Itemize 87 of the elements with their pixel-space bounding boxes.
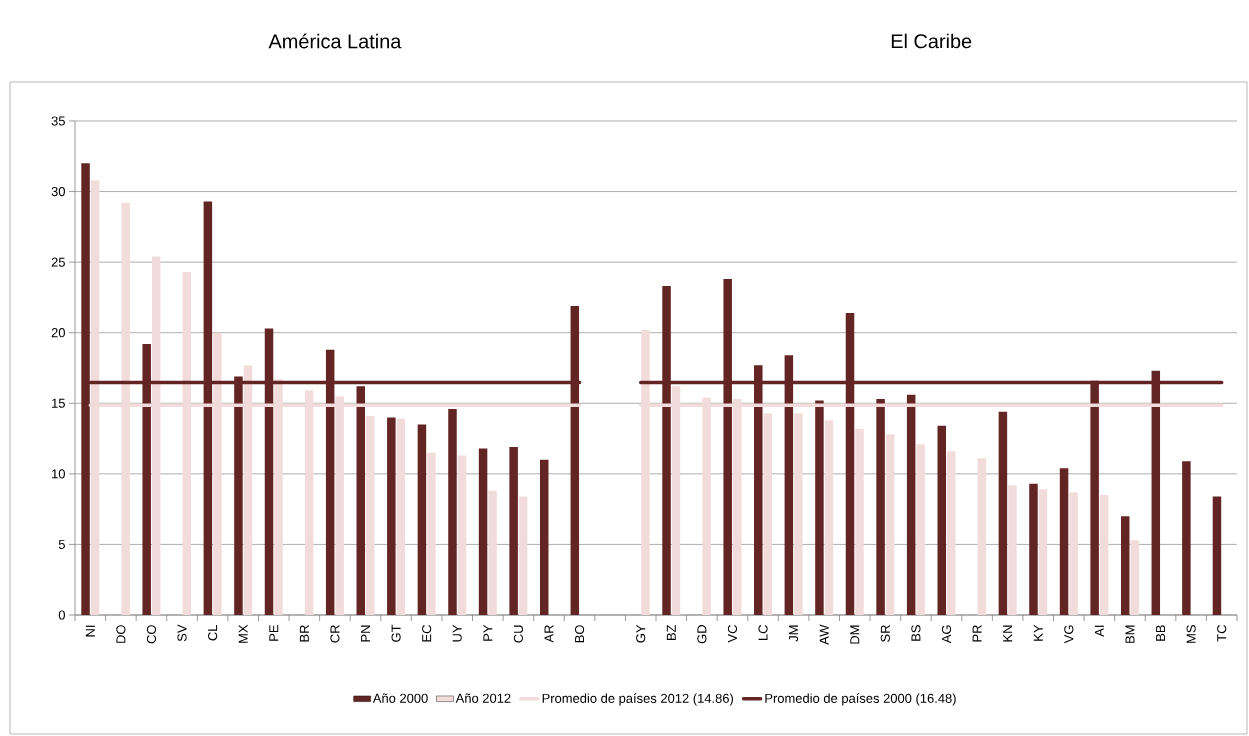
x-tick-label: NI (85, 625, 95, 637)
x-tick-label: GD (697, 625, 707, 644)
y-tick-label: 5 (58, 539, 65, 549)
x-tick-label: TC (1217, 625, 1227, 642)
x-tick-label: DO (116, 625, 126, 643)
legend-label: Promedio de países 2000 (16.48) (765, 693, 956, 706)
x-tick-label: KN (1003, 625, 1013, 642)
bar (824, 420, 834, 615)
bar (1029, 483, 1038, 615)
bar (1008, 485, 1017, 615)
y-tick-label: 35 (51, 116, 65, 126)
x-tick-label: GY (636, 624, 646, 643)
x-tick-label: BR (299, 625, 309, 642)
x-tick-label: SV (177, 624, 187, 642)
y-tick-label: 10 (52, 469, 65, 479)
x-tick-label: EC (422, 625, 432, 642)
bar (916, 444, 925, 615)
x-tick-label: CR (330, 625, 340, 643)
bar (794, 413, 803, 615)
bar (1059, 468, 1069, 615)
bar (815, 400, 824, 615)
y-tick-label: 15 (52, 398, 65, 408)
bar (876, 399, 885, 615)
bar (977, 458, 987, 615)
bar (396, 418, 406, 615)
x-tick-label: CL (208, 624, 218, 641)
bar (356, 386, 366, 615)
x-tick-label: BZ (666, 624, 676, 640)
x-tick-label: KY (1033, 624, 1043, 641)
bar (937, 425, 946, 615)
bar (1099, 495, 1109, 615)
x-tick-label: BM (1125, 625, 1135, 643)
bar (539, 459, 549, 615)
y-tick-label: 25 (51, 257, 65, 267)
x-tick-label: VG (1064, 625, 1074, 644)
bar (1182, 461, 1191, 615)
x-tick-label: CO (146, 625, 157, 644)
x-tick-label: VC (727, 625, 738, 643)
x-tick-label: PN (361, 625, 370, 642)
x-tick-label: BO (574, 625, 585, 643)
x-tick-label: BB (1156, 625, 1165, 641)
bar (855, 428, 864, 615)
text: El Caribe (891, 33, 972, 49)
bar (448, 408, 457, 615)
bar (763, 413, 773, 615)
x-tick-label: GT (391, 624, 401, 642)
x-tick-label: JM (789, 625, 799, 642)
bar (1212, 496, 1222, 615)
x-tick-label: SR (880, 625, 890, 642)
bar (387, 417, 396, 615)
x-tick-label: AR (544, 625, 554, 643)
x-tick-label: MS (1186, 625, 1196, 643)
bar (1120, 516, 1130, 615)
bar (509, 447, 518, 615)
x-tick-label: DM (850, 625, 860, 644)
x-tick-label: AG (941, 625, 952, 644)
bar (1069, 492, 1078, 615)
bar (478, 448, 488, 615)
bar (366, 415, 375, 615)
x-tick-label: CU (513, 625, 523, 643)
bar (518, 496, 528, 615)
y-tick-label: 30 (51, 186, 65, 197)
bar (947, 451, 956, 615)
legend-label: Promedio de países 2012 (14.86) (542, 693, 734, 706)
bar (427, 452, 436, 615)
legend-label: Año 2012 (455, 693, 511, 703)
x-tick-label: BS (911, 625, 921, 641)
y-tick-label: 0 (58, 610, 65, 620)
bar (1130, 540, 1139, 615)
y-tick-label: 20 (51, 328, 65, 338)
bar (885, 434, 895, 615)
bar (998, 411, 1008, 615)
bar (417, 424, 427, 615)
x-tick-label: PY (483, 624, 493, 641)
x-tick-label: MX (238, 624, 248, 643)
bar (1038, 489, 1048, 615)
bar (457, 455, 467, 615)
x-tick-label: UY (452, 624, 462, 642)
x-tick-label: AW (819, 624, 829, 645)
bar (906, 394, 916, 615)
bar (488, 490, 497, 615)
legend-label: Año 2000 (372, 693, 428, 703)
x-tick-label: PR (972, 625, 982, 642)
text: América Latina (268, 33, 402, 49)
x-tick-label: PE (269, 625, 279, 641)
x-tick-label: AI (1094, 625, 1104, 637)
x-tick-label: LC (758, 625, 768, 640)
